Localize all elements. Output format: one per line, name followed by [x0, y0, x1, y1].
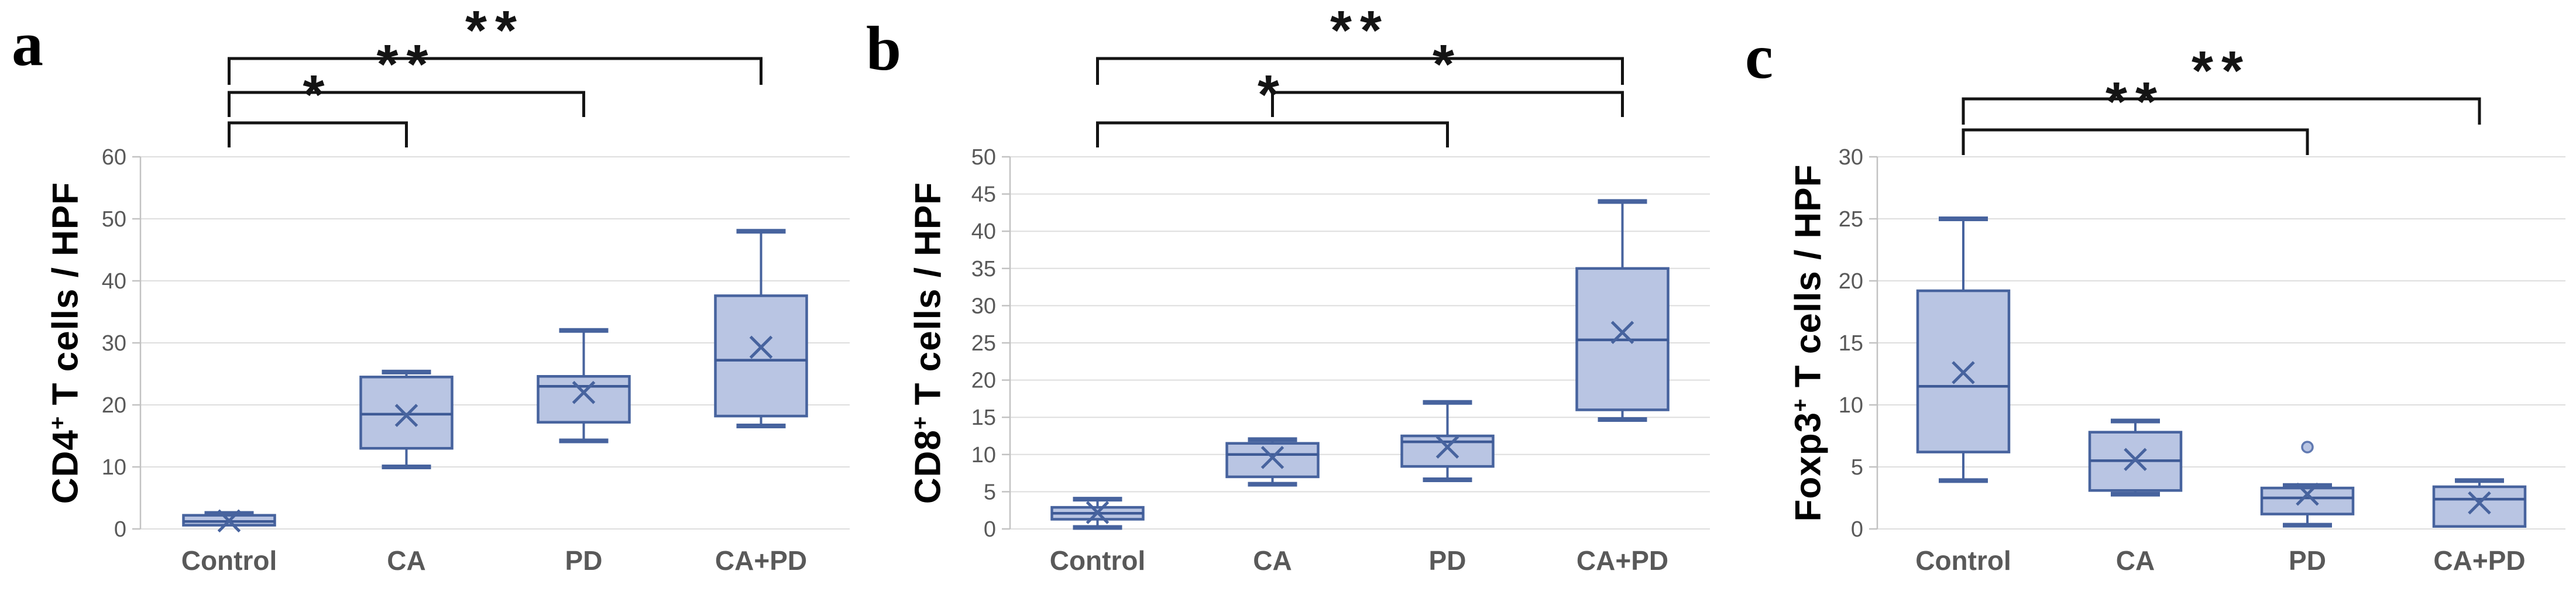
x-category-label: PD	[2289, 545, 2326, 576]
y-tick-label: 0	[114, 517, 126, 542]
y-tick-label: 0	[1851, 517, 1863, 542]
x-category-label: CA	[2116, 545, 2155, 576]
x-category-label: Control	[1915, 545, 2011, 576]
panel-letter: a	[12, 9, 43, 79]
iqr-box	[1400, 434, 1495, 468]
box-control	[1916, 216, 2011, 483]
x-category-label: CA	[1253, 545, 1292, 576]
mean-x-marker	[1435, 435, 1459, 459]
iqr-box	[714, 294, 808, 418]
panel-letter: b	[866, 14, 902, 84]
y-tick-label: 25	[971, 331, 996, 356]
panel-c: c Foxp3+ T cells / HPF 0 5 10 15 20 25 30 Contr…	[1720, 0, 2576, 605]
panel-letter: c	[1745, 22, 1773, 92]
iqr-box	[2260, 486, 2355, 515]
x-category-label: CA+PD	[2433, 545, 2525, 576]
significance-bracket	[1962, 128, 2309, 155]
mean-x-marker	[217, 509, 241, 532]
y-tick-label: 60	[102, 145, 126, 170]
x-category-label: Control	[1050, 545, 1146, 576]
x-category-label: PD	[1429, 545, 1466, 576]
box-control	[182, 509, 276, 532]
x-category-label: CA+PD	[715, 545, 807, 576]
y-tick-label: 10	[971, 443, 996, 468]
box-ca	[2088, 418, 2183, 497]
box-ca	[359, 369, 454, 469]
y-tick-label: 20	[971, 369, 996, 393]
mean-x-marker	[1086, 501, 1110, 524]
y-tick-label: 10	[102, 455, 126, 480]
y-tick-label: 15	[971, 405, 996, 430]
panel-b: b CD8+ T cells / HPF 0 5 10 15 20 25 30 35 40 45 5…	[860, 0, 1720, 605]
iqr-box	[537, 374, 631, 424]
box-control	[1050, 497, 1145, 530]
x-category-label: Control	[181, 545, 277, 576]
y-tick-label: 30	[1839, 145, 1863, 170]
y-tick-label: 40	[102, 269, 126, 294]
significance-label: **	[2192, 40, 2251, 102]
y-tick-label: 15	[1839, 331, 1863, 356]
y-tick-label: 30	[102, 331, 126, 356]
significance-bracket	[228, 57, 763, 85]
y-tick-label: 30	[971, 294, 996, 318]
significance-bracket	[1096, 121, 1449, 147]
y-tick-label: 50	[971, 145, 996, 170]
mean-x-marker	[1260, 446, 1284, 469]
x-category-label: PD	[565, 545, 603, 576]
iqr-box	[359, 376, 454, 450]
significance-label: *	[1258, 64, 1287, 126]
y-tick-label: 5	[1851, 455, 1863, 480]
significance-label: *	[303, 64, 333, 126]
significance-bracket	[228, 121, 408, 147]
x-category-label: CA	[387, 545, 425, 576]
y-tick-label: 40	[971, 219, 996, 244]
box-ca	[1225, 437, 1320, 487]
significance-bracket	[1096, 57, 1624, 85]
significance-label: **	[2106, 71, 2165, 133]
y-tick-label: 25	[1839, 207, 1863, 232]
significance-label: **	[377, 33, 437, 95]
box-pd	[2260, 441, 2355, 528]
significance-bracket	[1962, 97, 2481, 125]
significance-bracket	[1271, 91, 1624, 117]
box-pd	[537, 328, 631, 444]
boxplot-svg: 0 5 10 15 20 25 30 Control CA PD CA+PD ** **	[1839, 40, 2565, 576]
outlier-point	[2301, 441, 2314, 453]
y-tick-label: 5	[984, 480, 996, 504]
iqr-box	[2432, 485, 2527, 528]
y-tick-label: 0	[984, 517, 996, 542]
mean-x-marker	[1610, 321, 1634, 344]
mean-x-marker	[1952, 361, 1975, 384]
y-tick-label: 45	[971, 183, 996, 207]
mean-x-marker	[749, 335, 773, 359]
y-tick-label: 20	[1839, 269, 1863, 294]
box-pd	[1400, 400, 1495, 483]
y-tick-label: 10	[1839, 393, 1863, 418]
significance-bracket	[228, 91, 585, 117]
mean-x-marker	[394, 404, 418, 427]
significance-label: *	[1433, 33, 1462, 95]
y-tick-label: 50	[102, 207, 126, 232]
mean-x-marker	[2124, 448, 2147, 472]
significance-label: **	[1330, 0, 1390, 61]
y-tick-label: 20	[102, 393, 126, 418]
mean-x-marker	[2468, 491, 2491, 515]
panel-a: a CD4+ T cells / HPF 0 10 20 30 40 50 60 Contro…	[0, 0, 860, 605]
mean-x-marker	[2296, 482, 2319, 506]
box-ca-pd	[714, 229, 808, 429]
iqr-box	[1225, 442, 1320, 479]
x-category-label: CA+PD	[1576, 545, 1668, 576]
box-ca-pd	[2432, 478, 2527, 528]
mean-x-marker	[572, 381, 596, 404]
y-tick-label: 35	[971, 257, 996, 281]
significance-label: **	[465, 0, 525, 61]
box-ca-pd	[1575, 199, 1670, 422]
